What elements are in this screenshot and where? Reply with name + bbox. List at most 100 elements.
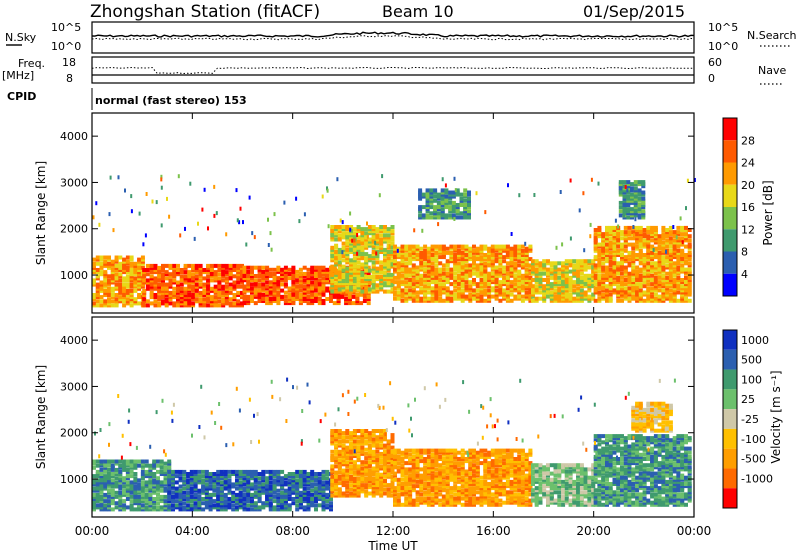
heatmap-cell (524, 255, 529, 260)
heatmap-cell (383, 281, 387, 286)
heatmap-cell (356, 235, 361, 240)
heatmap-cell (616, 275, 621, 280)
heatmap-cell (330, 466, 335, 471)
heatmap-cell (375, 441, 380, 446)
heatmap-cell (449, 292, 454, 297)
heatmap-cell (95, 295, 100, 300)
heatmap-cell (440, 190, 445, 195)
heatmap-cell (161, 293, 165, 297)
heatmap-cell (676, 255, 681, 260)
heatmap-cell (250, 265, 254, 270)
heatmap-cell (283, 200, 286, 205)
heatmap-cell (168, 272, 173, 277)
heatmap-cell (459, 203, 464, 207)
heatmap-cell (393, 267, 397, 272)
heatmap-cell (268, 472, 273, 476)
heatmap-cell (140, 492, 145, 497)
heatmap-cell (418, 209, 423, 214)
heatmap-cell (542, 278, 547, 282)
heatmap-cell (509, 288, 514, 293)
heatmap-cell (325, 272, 330, 276)
heatmap-cell (379, 268, 384, 273)
heatmap-cell (261, 472, 266, 476)
heatmap-cell (125, 463, 130, 468)
heatmap-cell (114, 467, 119, 472)
heatmap-cell (118, 503, 123, 508)
heatmap-cell (661, 225, 666, 230)
heatmap-cell (321, 488, 326, 493)
heatmap-cell (546, 290, 550, 295)
heatmap-cell (553, 265, 558, 270)
heatmap-cell (272, 488, 277, 493)
heatmap-cell (555, 245, 558, 250)
heatmap-cell (635, 236, 640, 241)
heatmap-cell (646, 296, 651, 301)
heatmap-cell (171, 480, 175, 485)
heatmap-cell (171, 484, 175, 489)
heatmap-cell (386, 489, 391, 494)
heatmap-cell (623, 234, 628, 239)
heatmap-cell (375, 454, 380, 458)
heatmap-cell (542, 265, 547, 270)
heatmap-cell (411, 246, 416, 251)
heatmap-cell (356, 447, 361, 452)
heatmap-cell (217, 276, 222, 281)
heatmap-cell (468, 296, 473, 301)
heatmap-cell (163, 503, 168, 508)
heatmap-cell (314, 294, 318, 299)
heatmap-cell (367, 464, 372, 469)
heatmap-cell (337, 262, 342, 267)
heatmap-cell (334, 270, 339, 275)
heatmap-cell (597, 265, 602, 270)
heatmap-cell (680, 280, 685, 285)
heatmap-cell (440, 188, 445, 193)
heatmap-cell (163, 501, 168, 506)
heatmap-cell (334, 243, 339, 248)
heatmap-cell (612, 242, 617, 247)
heatmap-cell (265, 501, 270, 506)
heatmap-cell (176, 268, 180, 272)
heatmap-cell (349, 451, 354, 456)
heatmap-cell (608, 284, 613, 289)
heatmap-cell (216, 497, 221, 501)
heatmap-cell (291, 272, 296, 276)
heatmap-cell (524, 271, 529, 276)
heatmap-cell (317, 488, 322, 493)
heatmap-cell (620, 286, 624, 291)
heatmap-cell (475, 263, 480, 268)
heatmap-cell (472, 267, 476, 272)
heatmap-cell (517, 263, 522, 268)
heatmap-cell (238, 499, 243, 504)
heatmap-cell (505, 250, 510, 255)
heatmap-cell (487, 273, 492, 278)
heatmap-cell (209, 295, 214, 300)
heatmap-cell (236, 301, 241, 306)
heatmap-cell (657, 294, 662, 299)
heatmap-cell (531, 286, 535, 291)
heatmap-cell (99, 295, 104, 300)
heatmap-cell (676, 271, 681, 276)
heatmap-cell (404, 265, 409, 270)
heatmap-cell (336, 292, 341, 297)
heatmap-cell (223, 486, 228, 491)
heatmap-cell (198, 297, 203, 302)
heatmap-cell (597, 225, 602, 230)
heatmap-cell (386, 491, 391, 496)
heatmap-cell (193, 472, 198, 476)
heatmap-cell (653, 275, 658, 280)
heatmap-cell (118, 255, 123, 260)
heatmap-cell (383, 435, 387, 440)
heatmap-cell (455, 215, 460, 220)
heatmap-cell (317, 494, 322, 499)
heatmap-cell (261, 501, 266, 506)
heatmap-cell (272, 267, 277, 272)
heatmap-cell (475, 265, 480, 270)
heatmap-cell (364, 489, 369, 494)
heatmap-cell (209, 274, 214, 279)
heatmap-cell (140, 295, 145, 300)
heatmap-cell (419, 275, 424, 280)
heatmap-cell (125, 265, 130, 270)
heatmap-cell (174, 480, 179, 485)
heatmap-cell (107, 280, 111, 285)
heatmap-cell (232, 301, 237, 306)
